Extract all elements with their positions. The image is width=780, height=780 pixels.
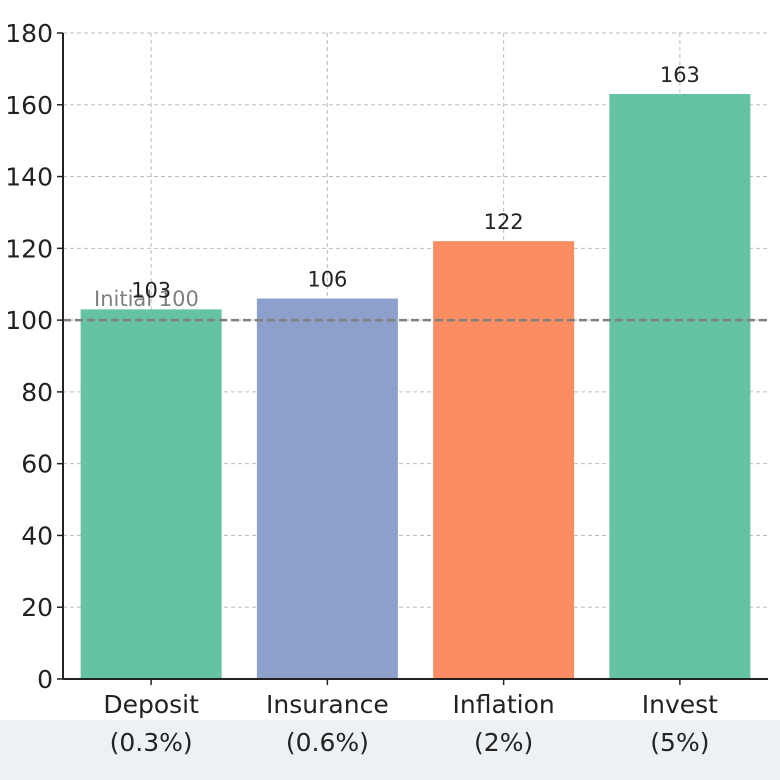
y-tick-label: 60 bbox=[21, 450, 53, 479]
bar bbox=[433, 241, 575, 679]
bar-value-label: 122 bbox=[484, 210, 524, 234]
bar-value-label: 163 bbox=[660, 63, 700, 87]
bar bbox=[609, 94, 751, 679]
x-tick-label: Insurance (0.6%) bbox=[266, 690, 389, 757]
reference-line-label: Initial 100 bbox=[94, 287, 199, 311]
bar-value-label: 103 bbox=[131, 278, 171, 302]
y-tick-label: 40 bbox=[21, 521, 53, 550]
x-tick-label: Invest (5%) bbox=[642, 690, 718, 757]
y-tick-label: 160 bbox=[5, 91, 53, 120]
labels: 0 20 40 60 80 100 120 140 160 180 103 Deposit (0.3%)… bbox=[5, 19, 718, 757]
y-tick-label: 20 bbox=[21, 593, 53, 622]
bar-value-label: 106 bbox=[307, 268, 347, 292]
y-tick-label: 100 bbox=[5, 306, 53, 335]
y-tick-label: 180 bbox=[5, 19, 53, 48]
y-tick-label: 140 bbox=[5, 163, 53, 192]
y-tick-label: 0 bbox=[37, 665, 53, 694]
x-tick-label: Deposit (0.3%) bbox=[103, 690, 199, 757]
y-tick-label: 120 bbox=[5, 234, 53, 263]
bottom-background-strip bbox=[0, 720, 780, 780]
y-tick-label: 80 bbox=[21, 378, 53, 407]
bar bbox=[80, 309, 222, 679]
reference-line-group: Initial 100 bbox=[63, 287, 768, 322]
bar bbox=[256, 298, 398, 679]
x-tick-label: Inflation (2%) bbox=[453, 690, 555, 757]
bars bbox=[80, 94, 751, 679]
axes bbox=[57, 32, 768, 685]
